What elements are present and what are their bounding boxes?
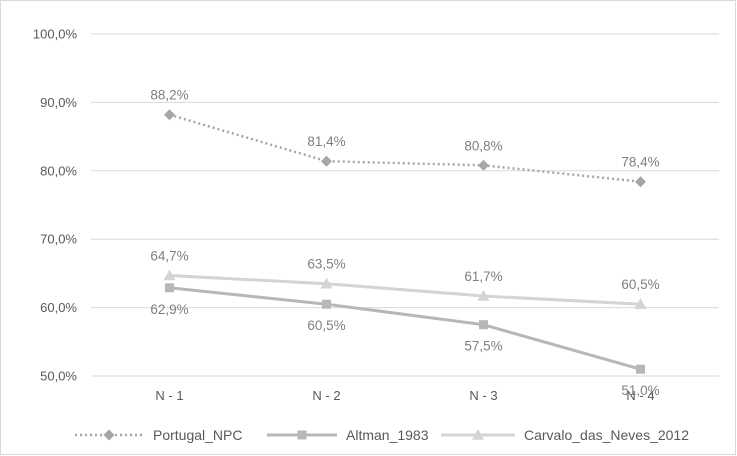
- y-tick-label: 70,0%: [40, 232, 77, 247]
- y-tick-label: 80,0%: [40, 163, 77, 178]
- y-tick-label: 60,0%: [40, 300, 77, 315]
- series-line-Altman_1983: [169, 286, 641, 371]
- data-label: 64,7%: [150, 248, 188, 263]
- data-label: 60,5%: [307, 318, 345, 333]
- x-tick-label: N - 4: [626, 388, 654, 403]
- gridlines: [91, 33, 719, 377]
- y-tick-label: 90,0%: [40, 95, 77, 110]
- data-label: 62,9%: [150, 302, 188, 317]
- legend-label-Portugal_NPC: Portugal_NPC: [153, 427, 243, 443]
- data-point-Altman_1983-2: [479, 320, 488, 330]
- data-point-Carvalo_das_Neves_2012-2: [477, 289, 490, 301]
- data-label: 51,0%: [621, 383, 659, 398]
- data-label: 81,4%: [307, 134, 345, 149]
- series-line-Carvalo_das_Neves_2012: [169, 274, 641, 306]
- y-tick-label: 100,0%: [33, 27, 78, 42]
- data-label: 57,5%: [464, 339, 502, 354]
- x-tick-label: N - 2: [312, 388, 340, 403]
- legend: Portugal_NPC Altman_1983 Carvalo_das_Neves…: [75, 427, 689, 443]
- data-point-Portugal_NPC-0: [164, 109, 175, 121]
- data-point-Portugal_NPC-1: [321, 155, 332, 167]
- x-tick-label: N - 3: [469, 388, 497, 403]
- data-label: 88,2%: [150, 88, 188, 103]
- data-point-Altman_1983-0: [165, 283, 174, 293]
- y-axis: 50,0% 60,0% 70,0% 80,0% 90,0% 100,0%: [33, 27, 78, 384]
- data-point-Carvalo_das_Neves_2012-0: [163, 269, 176, 281]
- data-label: 63,5%: [307, 257, 345, 272]
- legend-marker-Portugal_NPC: [103, 429, 115, 441]
- data-point-Carvalo_das_Neves_2012-3: [634, 298, 647, 309]
- data-point-Portugal_NPC-3: [635, 176, 646, 188]
- x-axis: N - 1 N - 2 N - 3 N - 4: [155, 388, 654, 403]
- series-group: [163, 109, 647, 374]
- legend-label-Carvalo_das_Neves_2012: Carvalo_das_Neves_2012: [524, 427, 689, 443]
- data-label: 78,4%: [621, 155, 659, 170]
- data-point-Altman_1983-3: [636, 364, 645, 374]
- data-label: 80,8%: [464, 138, 502, 153]
- data-label: 61,7%: [464, 269, 502, 284]
- legend-label-Altman_1983: Altman_1983: [346, 427, 429, 443]
- data-label: 60,5%: [621, 277, 659, 292]
- y-tick-label: 50,0%: [40, 369, 77, 384]
- x-tick-label: N - 1: [155, 388, 183, 403]
- data-point-Portugal_NPC-2: [478, 159, 489, 171]
- series-line-Portugal_NPC: [169, 113, 641, 183]
- legend-marker-Altman_1983: [297, 430, 307, 440]
- data-labels: 88,2% 81,4% 80,8% 78,4% 62,9% 60,5% 57,5% 51,0%…: [150, 88, 659, 398]
- data-point-Altman_1983-1: [322, 299, 331, 309]
- data-point-Carvalo_das_Neves_2012-1: [320, 277, 333, 289]
- legend-marker-Carvalo_das_Neves_2012: [472, 429, 484, 440]
